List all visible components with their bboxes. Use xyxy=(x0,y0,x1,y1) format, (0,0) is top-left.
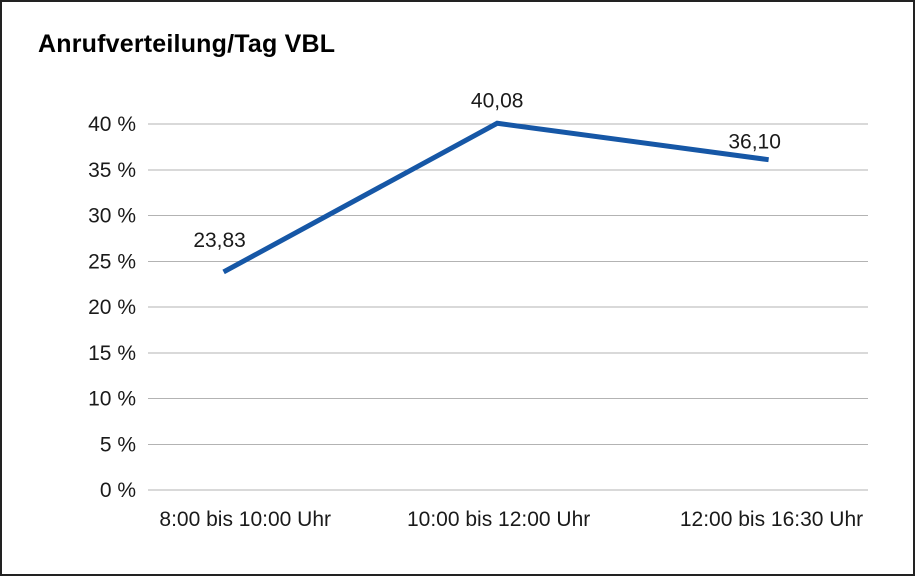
data-label: 40,08 xyxy=(471,89,524,112)
y-tick-label: 30 % xyxy=(88,205,136,228)
x-axis-label: 8:00 bis 10:00 Uhr xyxy=(159,508,331,531)
y-tick-label: 15 % xyxy=(88,342,136,365)
data-label: 36,10 xyxy=(728,131,781,154)
y-tick-label: 5 % xyxy=(100,433,136,456)
chart-title: Anrufverteilung/Tag VBL xyxy=(38,30,336,58)
x-axis-label: 12:00 bis 16:30 Uhr xyxy=(680,508,863,531)
y-tick-label: 35 % xyxy=(88,159,136,182)
x-axis-label: 10:00 bis 12:00 Uhr xyxy=(407,508,590,531)
data-label: 23,83 xyxy=(193,229,246,252)
y-tick-label: 10 % xyxy=(88,388,136,411)
series-line xyxy=(222,120,769,275)
y-tick-label: 40 % xyxy=(88,113,136,136)
y-tick-label: 25 % xyxy=(88,250,136,273)
y-tick-label: 20 % xyxy=(88,296,136,319)
y-tick-label: 0 % xyxy=(100,479,136,502)
